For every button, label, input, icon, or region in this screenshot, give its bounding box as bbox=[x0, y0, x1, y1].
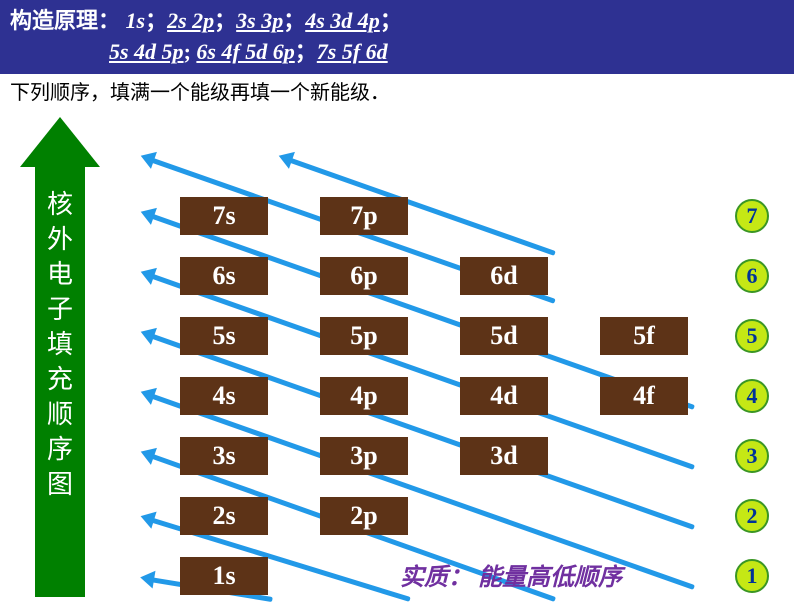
arrow-head bbox=[20, 117, 100, 167]
orbital-3p: 3p bbox=[320, 437, 408, 475]
header-g6: 7s 5f 6d bbox=[317, 39, 388, 64]
orbital-1s: 1s bbox=[180, 557, 268, 595]
shell-circle-4: 4 bbox=[735, 379, 769, 413]
orbital-5f: 5f bbox=[600, 317, 688, 355]
orbital-6s: 6s bbox=[180, 257, 268, 295]
orbital-4d: 4d bbox=[460, 377, 548, 415]
orbital-7p: 7p bbox=[320, 197, 408, 235]
header-g0: 1s bbox=[126, 8, 146, 33]
shell-circle-3: 3 bbox=[735, 439, 769, 473]
sidebar-label: 核外电子填充顺序图 bbox=[35, 167, 85, 597]
essence-text: 实质： 能量高低顺序 bbox=[400, 557, 622, 592]
orbital-3s: 3s bbox=[180, 437, 268, 475]
orbital-7s: 7s bbox=[180, 197, 268, 235]
sidebar-arrow: 核外电子填充顺序图 bbox=[20, 117, 100, 597]
header-label: 构造原理： bbox=[10, 8, 120, 33]
header-g1: 2s 2p bbox=[167, 8, 214, 33]
orbital-5s: 5s bbox=[180, 317, 268, 355]
orbital-6d: 6d bbox=[460, 257, 548, 295]
shell-circle-2: 2 bbox=[735, 499, 769, 533]
shell-circle-7: 7 bbox=[735, 199, 769, 233]
header-g4: 5s 4d 5p bbox=[109, 39, 184, 64]
orbital-4s: 4s bbox=[180, 377, 268, 415]
orbital-5p: 5p bbox=[320, 317, 408, 355]
shell-circle-6: 6 bbox=[735, 259, 769, 293]
header-bar: 构造原理： 1s；2s 2p；3s 3p；4s 3d 4p； 5s 4d 5p;… bbox=[0, 0, 794, 74]
header-g3: 4s 3d 4p bbox=[305, 8, 380, 33]
diagram-area: 核外电子填充顺序图 1s 2s 2p 3s 3p 3d 4s 4p 4d 4f 5s 5p 5d 5f 6s… bbox=[0, 107, 794, 607]
shell-circle-1: 1 bbox=[735, 559, 769, 593]
orbital-2s: 2s bbox=[180, 497, 268, 535]
orbital-3d: 3d bbox=[460, 437, 548, 475]
orbital-2p: 2p bbox=[320, 497, 408, 535]
orbital-5d: 5d bbox=[460, 317, 548, 355]
orbital-4p: 4p bbox=[320, 377, 408, 415]
header-g5: 6s 4f 5d 6p bbox=[196, 39, 294, 64]
orbital-4f: 4f bbox=[600, 377, 688, 415]
orbital-6p: 6p bbox=[320, 257, 408, 295]
header-g2: 3s 3p bbox=[236, 8, 283, 33]
shell-circle-5: 5 bbox=[735, 319, 769, 353]
subtitle: 下列顺序，填满一个能级再填一个新能级． bbox=[0, 74, 794, 107]
